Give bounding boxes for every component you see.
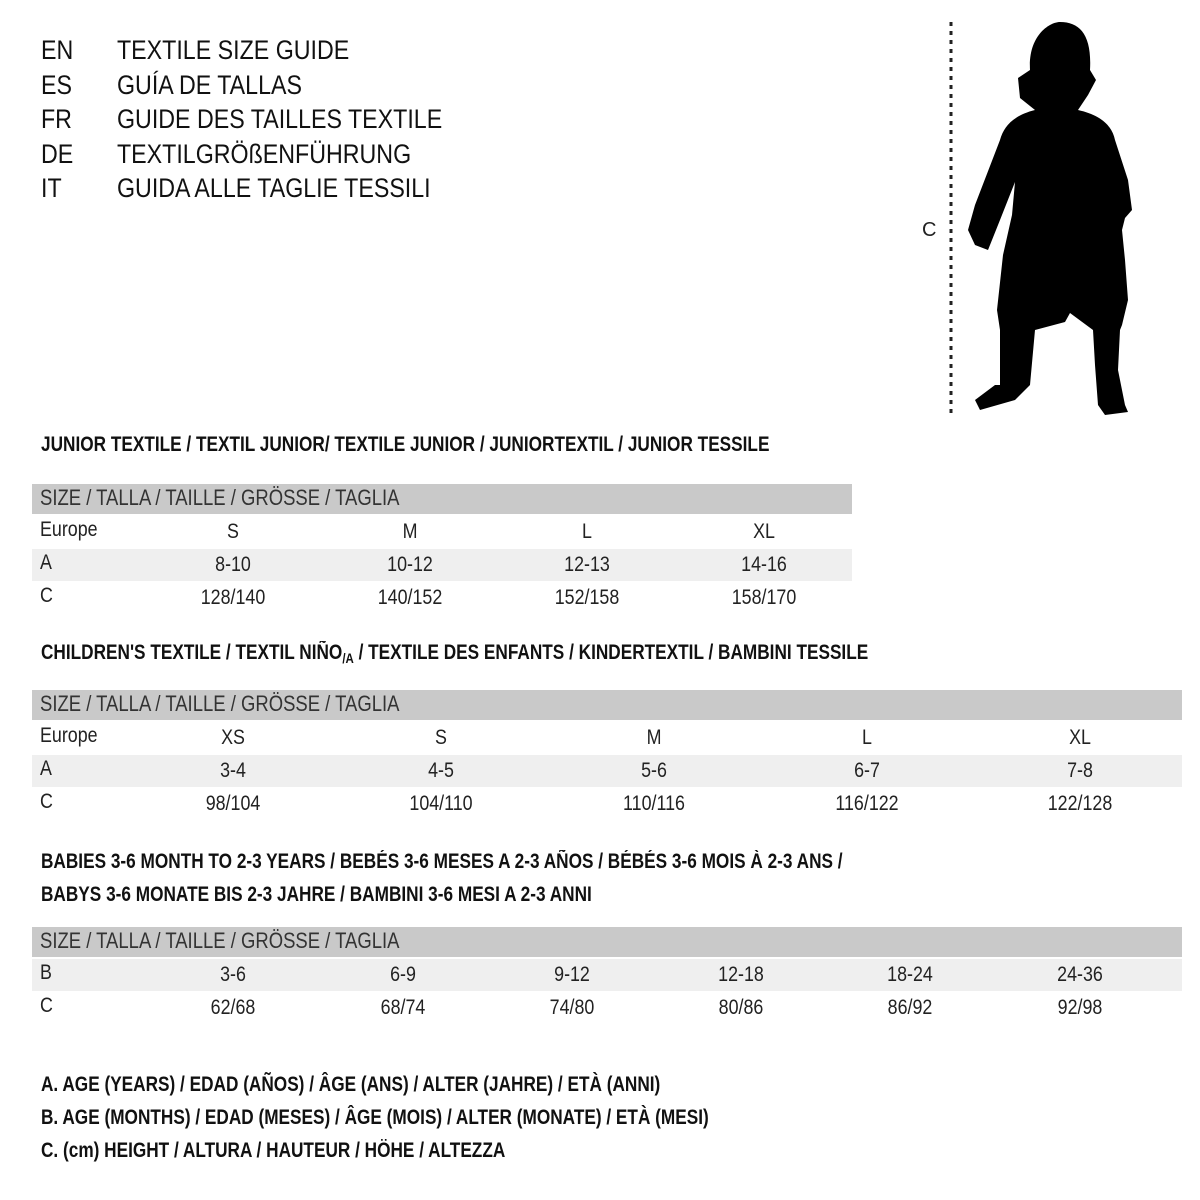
babies-heading-line1: BABIES 3-6 MONTH TO 2-3 YEARS / BEBÉS 3-…: [41, 850, 843, 873]
table-cell: 9-12: [554, 963, 590, 986]
table-cell: L: [582, 520, 592, 543]
table-cell: 74/80: [549, 996, 595, 1019]
table-cell: 128/140: [200, 586, 266, 609]
children-heading-sub: /A: [342, 650, 354, 666]
language-code: ES: [41, 69, 72, 100]
legend-note: A. AGE (YEARS) / EDAD (AÑOS) / ÂGE (ANS)…: [41, 1073, 661, 1096]
table-cell: M: [402, 520, 418, 543]
table-cell: L: [862, 726, 872, 749]
table-cell: 92/98: [1057, 996, 1103, 1019]
table-row: C 128/140 140/152 152/158 158/170: [32, 582, 852, 614]
table-cell: 68/74: [380, 996, 426, 1019]
title-text: GUIDE DES TAILLES TEXTILE: [117, 104, 443, 134]
legend-note: B. AGE (MONTHS) / EDAD (MESES) / ÂGE (MO…: [41, 1106, 709, 1129]
header-label: SIZE / TALLA / TAILLE / GRÖSSE / TAGLIA: [40, 485, 400, 510]
title-text: TEXTILGRÖßENFÜHRUNG: [117, 138, 412, 169]
row-label: B: [40, 961, 52, 984]
table-header: SIZE / TALLA / TAILLE / GRÖSSE / TAGLIA: [32, 927, 1182, 957]
table-row: A 3-4 4-5 5-6 6-7 7-8: [32, 755, 1182, 787]
child-silhouette-icon: [949, 22, 1132, 415]
table-cell: 3-4: [220, 759, 246, 782]
table-cell: XS: [221, 726, 245, 749]
table-cell: 110/116: [623, 792, 685, 815]
table-row: Europe XS S M L XL: [32, 722, 1182, 754]
header-label: SIZE / TALLA / TAILLE / GRÖSSE / TAGLIA: [40, 691, 400, 716]
children-heading-main: CHILDREN'S TEXTILE / TEXTIL NIÑO: [41, 641, 343, 664]
table-row: B 3-6 6-9 9-12 12-18 18-24 24-36: [32, 959, 1182, 991]
title-text: GUIDA ALLE TAGLIE TESSILI: [117, 173, 431, 203]
header-label: SIZE / TALLA / TAILLE / GRÖSSE / TAGLIA: [40, 928, 400, 953]
table-cell: 12-18: [718, 963, 764, 986]
language-code: DE: [41, 138, 74, 169]
table-cell: 140/152: [377, 586, 443, 609]
table-cell: 14-16: [741, 553, 787, 576]
table-cell: 7-8: [1067, 759, 1093, 782]
table-cell: 12-13: [564, 553, 610, 576]
table-cell: 158/170: [731, 586, 797, 609]
language-code: FR: [41, 104, 72, 134]
row-label: C: [40, 994, 53, 1017]
table-cell: 116/122: [835, 792, 899, 815]
table-cell: 62/68: [210, 996, 256, 1019]
table-row: Europe S M L XL: [32, 516, 852, 548]
title-text: GUÍA DE TALLAS: [117, 69, 302, 100]
title-text: TEXTILE SIZE GUIDE: [117, 35, 350, 65]
table-cell: 6-7: [854, 759, 880, 782]
table-header: SIZE / TALLA / TAILLE / GRÖSSE / TAGLIA: [32, 690, 1182, 720]
table-cell: M: [646, 726, 662, 749]
row-label: C: [40, 790, 53, 813]
table-cell: 152/158: [554, 586, 620, 609]
table-cell: 8-10: [215, 553, 251, 576]
row-label: Europe: [40, 724, 98, 747]
babies-heading-line2: BABYS 3-6 MONATE BIS 2-3 JAHRE / BAMBINI…: [41, 883, 592, 906]
language-code: EN: [41, 35, 74, 65]
table-cell: 10-12: [387, 553, 433, 576]
table-cell: 18-24: [887, 963, 933, 986]
table-cell: 80/86: [718, 996, 764, 1019]
table-header: SIZE / TALLA / TAILLE / GRÖSSE / TAGLIA: [32, 484, 852, 514]
children-heading-rest: / TEXTILE DES ENFANTS / KINDERTEXTIL / B…: [353, 641, 869, 664]
language-code: IT: [41, 173, 62, 203]
table-row: A 8-10 10-12 12-13 14-16: [32, 549, 852, 581]
table-row: C 98/104 104/110 110/116 116/122 122/128: [32, 788, 1182, 820]
table-cell: XL: [753, 520, 775, 543]
legend-note: C. (cm) HEIGHT / ALTURA / HAUTEUR / HÖHE…: [41, 1139, 506, 1162]
table-cell: S: [435, 726, 447, 749]
table-cell: 5-6: [641, 759, 667, 782]
table-cell: 24-36: [1057, 963, 1103, 986]
table-cell: XL: [1069, 726, 1091, 749]
table-cell: 104/110: [409, 792, 473, 815]
table-cell: 6-9: [390, 963, 416, 986]
table-cell: 98/104: [205, 792, 261, 815]
junior-heading: JUNIOR TEXTILE / TEXTIL JUNIOR/ TEXTILE …: [41, 433, 770, 456]
table-row: C 62/68 68/74 74/80 80/86 86/92 92/98: [32, 992, 1182, 1024]
height-measure-label: C: [922, 219, 937, 241]
row-label: Europe: [40, 518, 98, 541]
row-label: A: [40, 757, 52, 780]
children-heading: CHILDREN'S TEXTILE / TEXTIL NIÑO/A / TEX…: [41, 641, 868, 666]
table-cell: 86/92: [887, 996, 933, 1019]
row-label: C: [40, 584, 53, 607]
table-cell: 122/128: [1047, 792, 1113, 815]
row-label: A: [40, 551, 52, 574]
table-cell: 3-6: [220, 963, 246, 986]
table-cell: 4-5: [428, 759, 454, 782]
table-cell: S: [227, 520, 239, 543]
